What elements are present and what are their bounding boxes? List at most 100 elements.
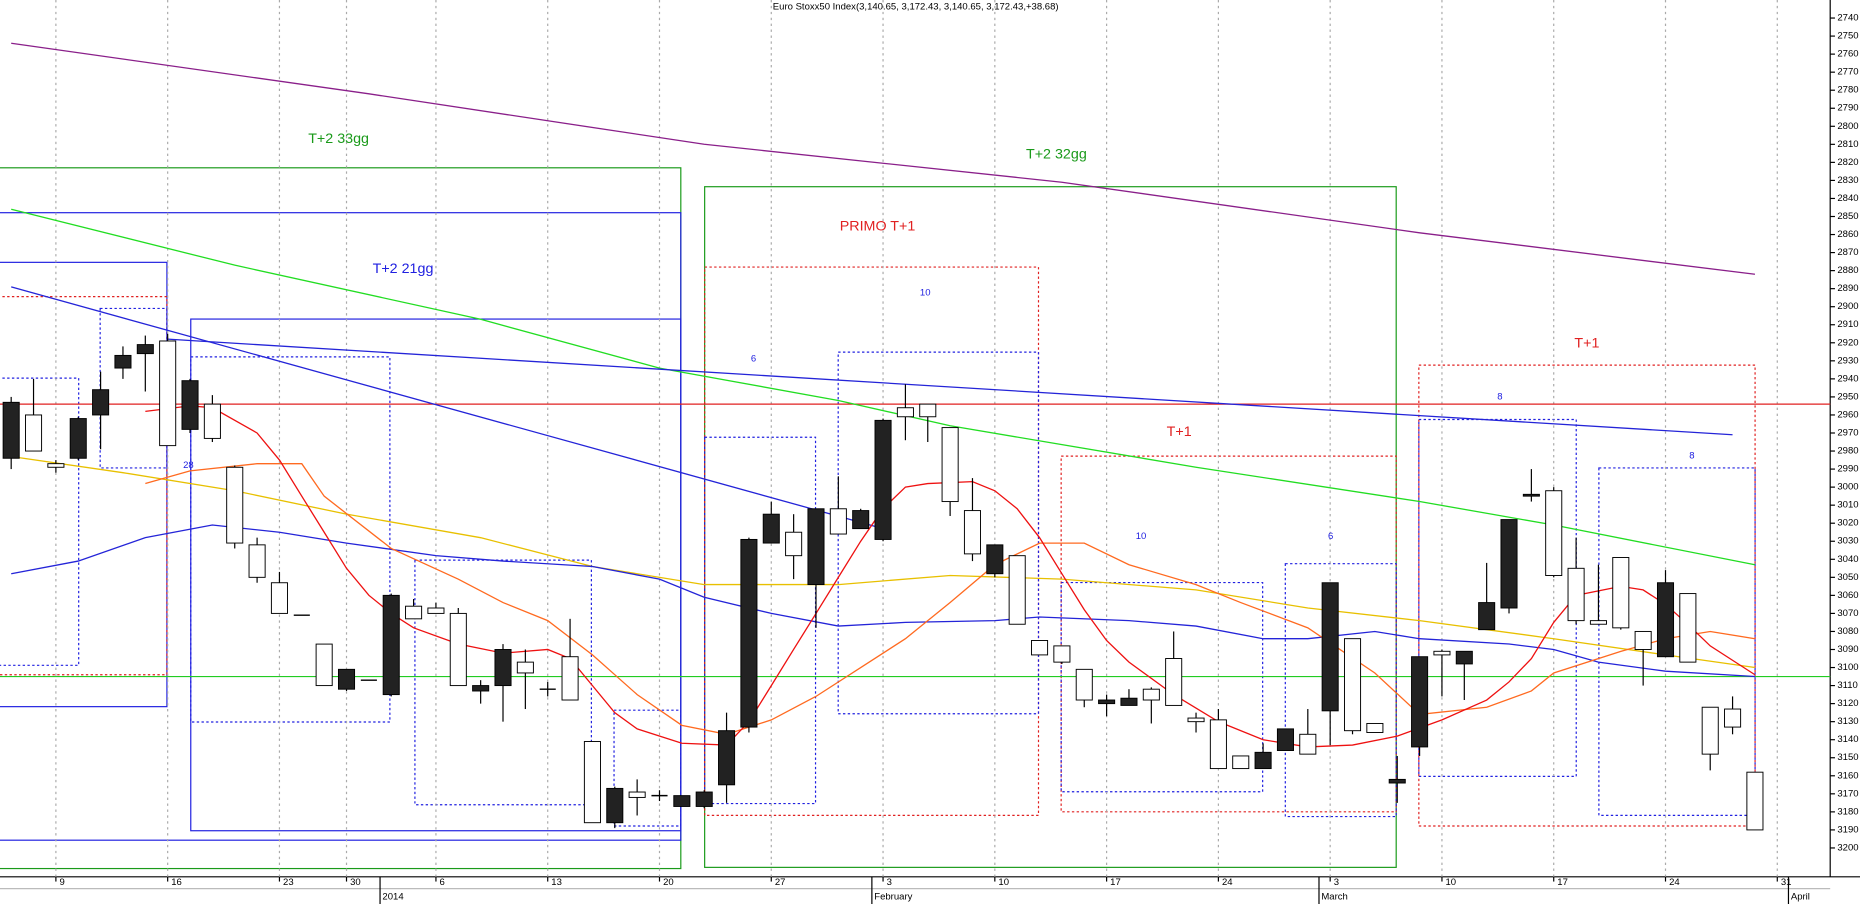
overlay-line (167, 338, 1733, 436)
overlay-line (145, 463, 1756, 735)
blue-dotted-box (1418, 418, 1577, 777)
y-tick-label: 3080 (1837, 626, 1858, 637)
x-tick-label: 3 (887, 877, 892, 888)
candle-body (673, 795, 691, 807)
y-tick-label: 2740 (1837, 13, 1858, 24)
candle-body (718, 730, 736, 786)
candle-body (2, 401, 20, 459)
x-tick-label: 23 (283, 877, 294, 888)
candle-body (1478, 602, 1496, 631)
candle-body (1075, 668, 1093, 701)
candle-body (1276, 728, 1294, 752)
candle-body (1746, 771, 1764, 831)
overlay-line (11, 524, 1755, 678)
candle-body (382, 594, 400, 696)
y-tick-label: 2790 (1837, 103, 1858, 114)
y-tick-label: 3190 (1837, 824, 1858, 835)
candle-body (449, 612, 467, 687)
x-tick-label: 30 (350, 877, 361, 888)
y-tick-label: 3200 (1837, 842, 1858, 853)
y-tick-label: 2930 (1837, 355, 1858, 366)
y-tick-label: 2780 (1837, 85, 1858, 96)
y-tick-label: 3070 (1837, 608, 1858, 619)
x-tick-label: 27 (775, 877, 786, 888)
candle-body (136, 344, 154, 355)
annotation: PRIMO T+1 (840, 219, 916, 235)
y-tick-label: 2960 (1837, 409, 1858, 420)
x-tick-label: 3 (1334, 877, 1339, 888)
x-tick-label: 9 (59, 877, 64, 888)
y-tick-label: 3140 (1837, 734, 1858, 745)
candle-body (628, 791, 646, 798)
x-tick-label: 16 (171, 877, 182, 888)
y-tick-label: 2890 (1837, 283, 1858, 294)
y-tick-label: 2830 (1837, 175, 1858, 186)
y-tick-label: 3050 (1837, 572, 1858, 583)
candle-body (1411, 656, 1429, 748)
candle-body (1634, 630, 1652, 650)
overlay-line (11, 208, 1756, 566)
y-tick-label: 2860 (1837, 229, 1858, 240)
y-tick-label: 2750 (1837, 31, 1858, 42)
red-dotted-box (0, 296, 168, 676)
candle-body (427, 607, 445, 614)
x-tick-label: 10 (998, 877, 1009, 888)
candle-body (583, 741, 601, 824)
y-tick-label: 2880 (1837, 265, 1858, 276)
y-tick-label: 3060 (1837, 590, 1858, 601)
candle-body (494, 649, 512, 687)
candle-body (405, 605, 423, 620)
candle-body (1679, 593, 1697, 663)
y-tick-label: 2920 (1837, 337, 1858, 348)
y-tick-label: 2800 (1837, 121, 1858, 132)
y-tick-label: 2760 (1837, 49, 1858, 60)
candle-body (807, 508, 825, 586)
candle-body (896, 407, 914, 418)
candle-body (181, 380, 199, 430)
candle-body (1589, 620, 1607, 625)
x-tick-label: 13 (551, 877, 562, 888)
annotation: T+1 (1574, 336, 1599, 352)
chart-title: Euro Stoxx50 Index(3,140.65, 3,172.43, 3… (773, 2, 1059, 13)
month-label: February (874, 891, 912, 902)
candle-body (1142, 688, 1160, 701)
candle-body (1008, 555, 1026, 625)
blue-dotted-box (613, 709, 682, 827)
x-tick-label: 20 (663, 877, 674, 888)
blue-dotted-box (190, 356, 391, 723)
candle-body (785, 531, 803, 557)
candle-body (1455, 650, 1473, 665)
overlay-line (11, 42, 1756, 275)
candle-body (270, 582, 288, 614)
month-label: April (1791, 891, 1810, 902)
y-tick-label: 3120 (1837, 698, 1858, 709)
candle-body (919, 403, 937, 418)
month-label: 2014 (382, 891, 403, 902)
x-tick-label: 31 (1781, 877, 1792, 888)
candle-body (874, 419, 892, 540)
y-tick-label: 2820 (1837, 157, 1858, 168)
y-tick-label: 2970 (1837, 428, 1858, 439)
candle-body (516, 661, 534, 674)
x-tick-label: 24 (1222, 877, 1233, 888)
y-tick-label: 3020 (1837, 518, 1858, 529)
annotation: T+2 33gg (308, 131, 369, 147)
candle-body (740, 538, 758, 728)
annotation: 8 (1689, 451, 1694, 462)
blue-dotted-box (0, 377, 80, 666)
candle-body (1366, 722, 1384, 733)
candle-body (1701, 706, 1719, 755)
candle-body (1053, 645, 1071, 663)
candle-body (472, 685, 490, 692)
candle-body (1209, 719, 1227, 770)
overlay-line (11, 286, 884, 530)
candle-body (1254, 751, 1272, 770)
y-tick-label: 2990 (1837, 464, 1858, 475)
candle-body (1343, 638, 1362, 732)
y-tick-label: 3160 (1837, 770, 1858, 781)
candle-body (941, 427, 959, 503)
candle-body (1500, 519, 1518, 609)
candle-body (1612, 557, 1630, 629)
